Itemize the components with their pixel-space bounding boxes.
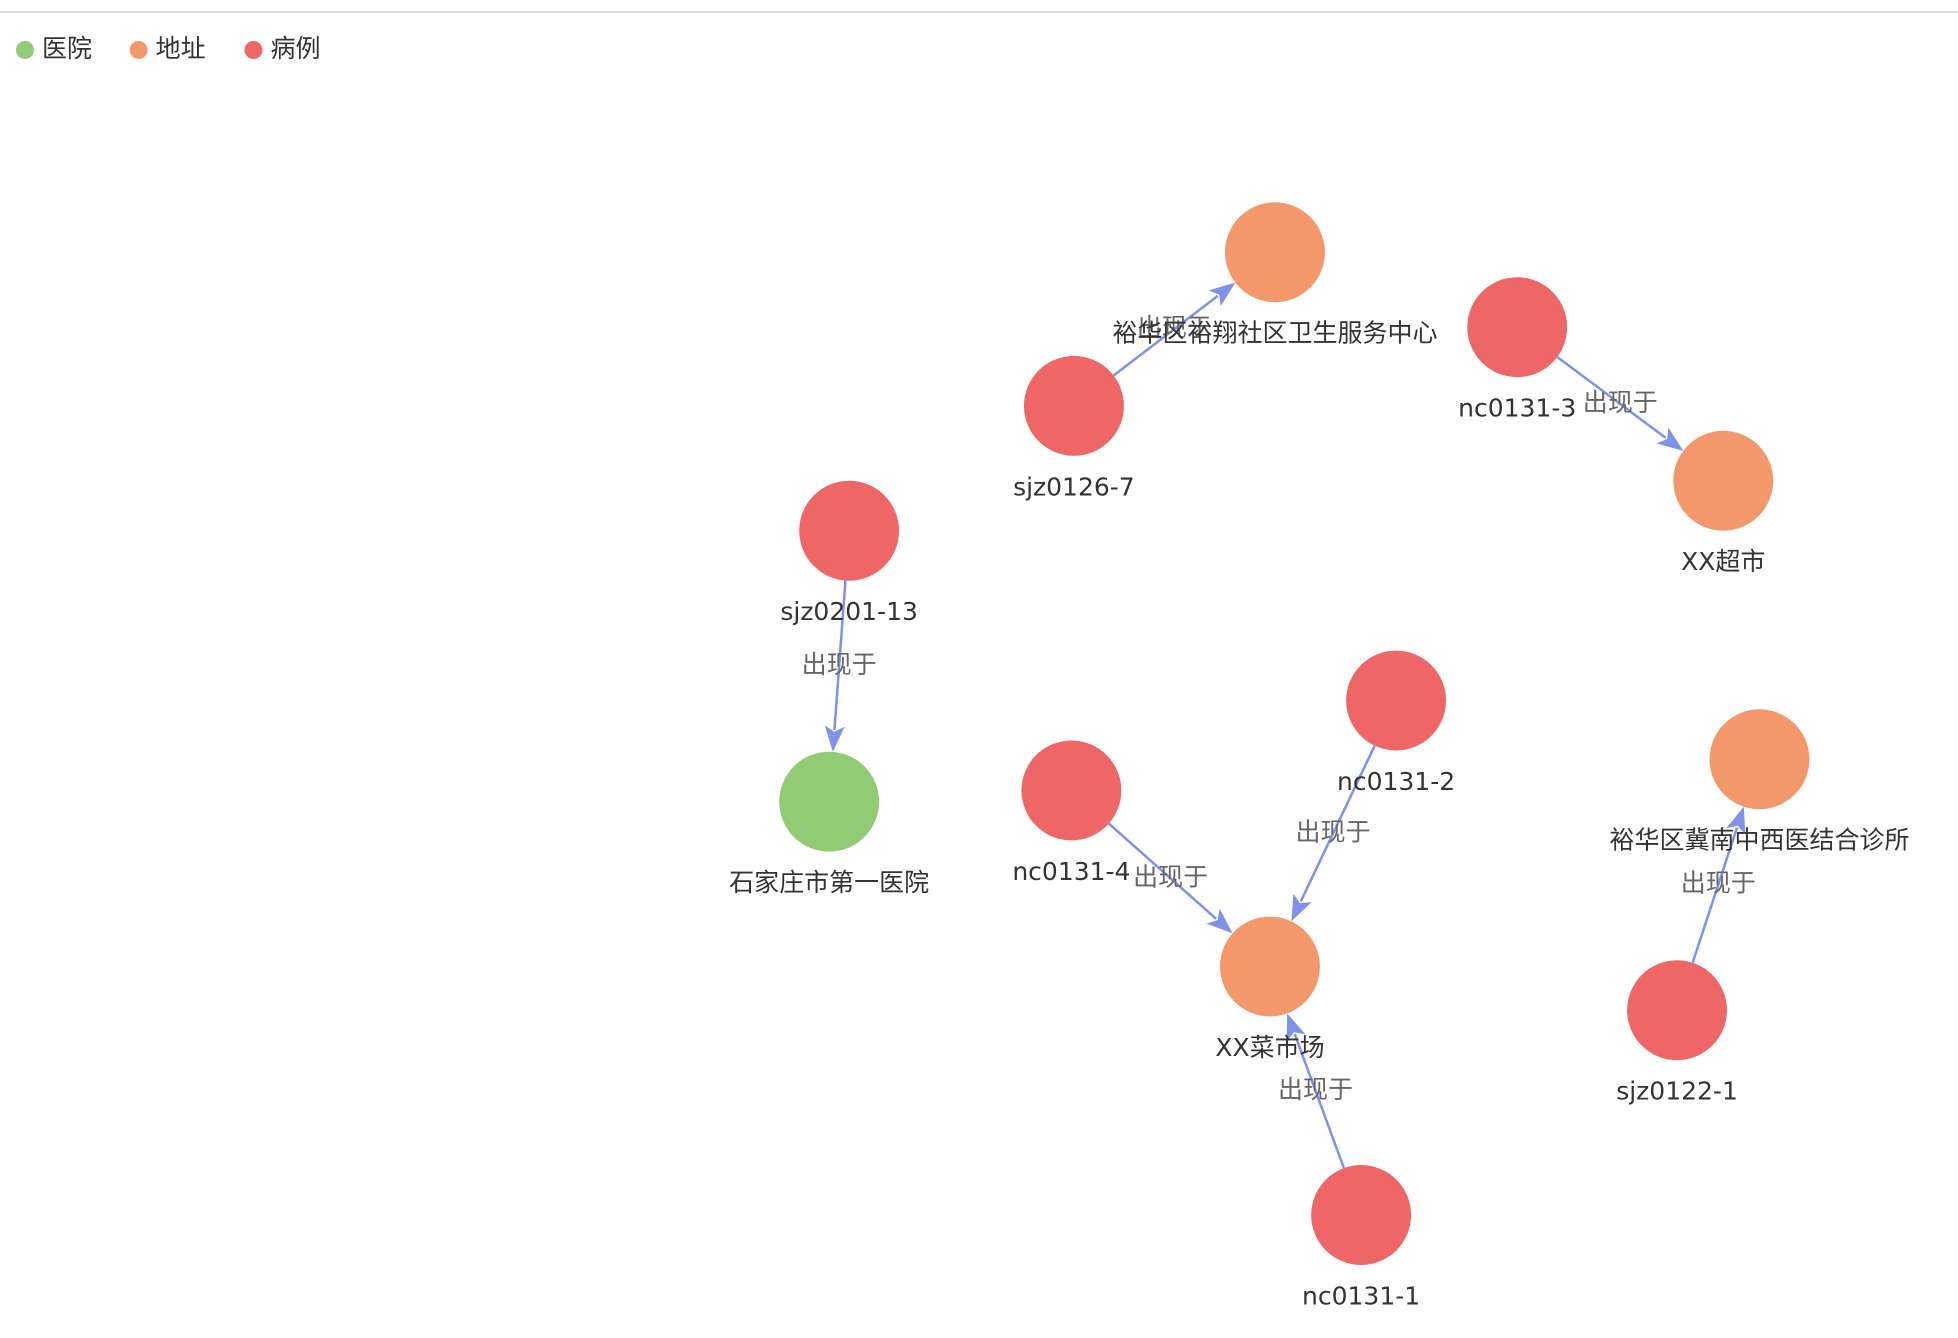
node[interactable] — [1627, 960, 1727, 1061]
edge — [1299, 745, 1376, 903]
legend-marker[interactable] — [15, 40, 34, 59]
edge-arrow — [1291, 893, 1312, 922]
node[interactable] — [1023, 355, 1124, 456]
edge — [1691, 827, 1739, 964]
node-label: 裕华区冀南中西医结合诊所 — [1609, 826, 1909, 855]
node[interactable] — [1021, 740, 1122, 841]
edge-arrow — [1206, 908, 1233, 934]
edge-label: 出现于 — [1137, 313, 1212, 342]
node-label: nc0131-4 — [1012, 857, 1130, 886]
legend-marker[interactable] — [244, 40, 263, 59]
edge-label: 出现于 — [1681, 869, 1756, 898]
node-label: nc0131-1 — [1302, 1281, 1420, 1310]
node-label: nc0131-3 — [1458, 394, 1576, 423]
legend[interactable]: 医院 地址 病例 — [15, 34, 321, 63]
legend-label[interactable]: 医院 — [42, 34, 92, 63]
node[interactable] — [779, 751, 880, 852]
legend-label[interactable]: 病例 — [270, 34, 320, 63]
edge — [1293, 1033, 1346, 1169]
edge-arrow — [1208, 282, 1236, 307]
edge — [1556, 356, 1667, 439]
edge — [1107, 822, 1217, 920]
node[interactable] — [799, 480, 900, 581]
legend-marker[interactable] — [129, 40, 148, 59]
edge — [1112, 294, 1219, 377]
node[interactable] — [1673, 430, 1774, 531]
node[interactable] — [1224, 202, 1325, 303]
node-label: sjz0201-13 — [780, 597, 918, 626]
edge-label: 出现于 — [1583, 388, 1658, 417]
node-label: 裕华区裕翔社区卫生服务中心 — [1112, 319, 1437, 348]
edge-label: 出现于 — [1296, 818, 1371, 847]
node[interactable] — [1220, 916, 1320, 1017]
node-label: XX超市 — [1681, 547, 1765, 576]
node-label: sjz0126-7 — [1013, 472, 1135, 501]
node-label: 石家庄市第一医院 — [729, 868, 929, 897]
edge-arrow — [1286, 1013, 1306, 1042]
edge-label: 出现于 — [1278, 1075, 1353, 1104]
node[interactable] — [1346, 650, 1447, 751]
node[interactable] — [1467, 277, 1568, 378]
edge-label: 出现于 — [802, 650, 877, 679]
node-label: XX菜市场 — [1215, 1033, 1324, 1062]
node-label: sjz0122-1 — [1616, 1077, 1738, 1106]
node-label: nc0131-2 — [1337, 767, 1455, 796]
node[interactable] — [1311, 1165, 1412, 1265]
node[interactable] — [1709, 709, 1810, 810]
edge-arrow — [824, 725, 845, 752]
legend-label[interactable]: 地址 — [156, 34, 206, 63]
edge-arrow — [1726, 806, 1746, 835]
nodes: 石家庄市第一医院 裕华区裕翔社区卫生服务中心 XX超市 XX菜市场 裕华区冀南中西医结合… — [729, 202, 1909, 1310]
edge-label: 出现于 — [1133, 862, 1208, 891]
edge-arrow — [1656, 427, 1684, 451]
edge — [833, 580, 847, 731]
